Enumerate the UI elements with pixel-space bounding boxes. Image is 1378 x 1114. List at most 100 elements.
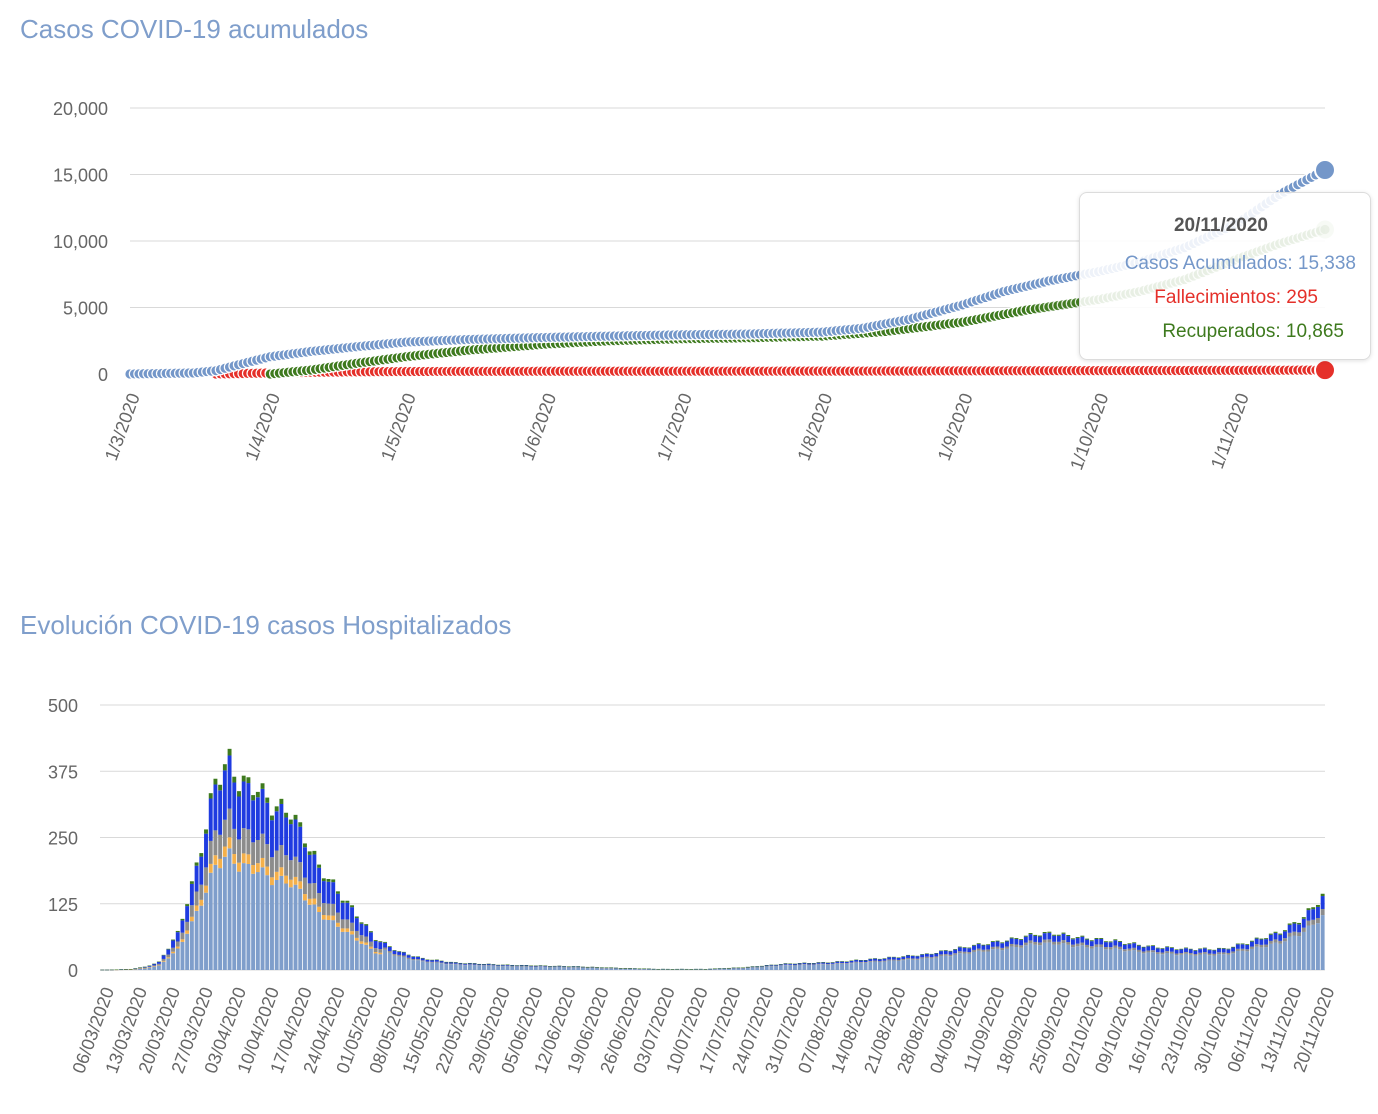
bar-segment [1297, 932, 1302, 937]
bar-segment [255, 863, 260, 873]
bar-segment [661, 968, 665, 970]
bar-segment [166, 954, 171, 958]
bar-segment [1174, 949, 1179, 950]
bar-segment [1198, 948, 1203, 950]
bar-segment [802, 964, 807, 965]
bar-segment [623, 967, 628, 969]
bar-segment [359, 943, 364, 970]
bar-segment [1023, 945, 1028, 970]
x-tick-label: 1/7/2020 [653, 391, 696, 464]
bar-segment [675, 968, 680, 970]
bar-segment [1278, 943, 1283, 970]
bar-segment [679, 969, 684, 970]
bar-segment [849, 962, 854, 964]
bar-segment [1235, 944, 1240, 949]
bar-segment [505, 966, 510, 970]
bar-segment [675, 968, 680, 970]
bar-segment [147, 967, 152, 968]
bar-segment [222, 856, 227, 970]
bar-segment [717, 968, 722, 969]
bar-segment [383, 942, 388, 948]
bar-segment [373, 939, 378, 941]
bar-segment [133, 968, 138, 970]
bar-segment [411, 956, 416, 960]
tooltip-fallecimientos: Fallecimientos: 295 [1154, 287, 1318, 308]
bar-segment [939, 950, 943, 952]
bar-segment [279, 803, 284, 846]
bar-segment [943, 950, 948, 951]
bar-segment [1000, 943, 1005, 948]
bar-segment [128, 969, 133, 970]
bar-segment [105, 969, 110, 971]
bar-segment [270, 877, 274, 886]
bar-segment [1155, 953, 1160, 970]
bar-segment [533, 965, 538, 967]
bar-segment [562, 966, 567, 968]
bar-segment [1080, 942, 1085, 946]
bar-segment [750, 967, 755, 970]
bar-segment [943, 955, 948, 970]
bar-segment [609, 968, 614, 970]
bar-segment [547, 966, 552, 968]
bar-segment [590, 966, 595, 968]
bar-segment [604, 967, 609, 969]
bar-segment [1202, 948, 1207, 953]
x-tick-label: 1/5/2020 [377, 391, 420, 464]
bar-segment [425, 961, 430, 963]
bar-segment [1042, 932, 1047, 934]
bar-segment [1155, 947, 1160, 949]
bar-segment [1042, 942, 1047, 970]
bar-segment [123, 969, 128, 970]
bar-segment [222, 764, 227, 771]
bar-segment [1103, 949, 1108, 970]
bar-segment [218, 790, 223, 835]
bar-segment [797, 964, 802, 970]
bar-segment [519, 965, 524, 966]
bar-segment [891, 959, 896, 961]
bar-segment [321, 878, 326, 882]
bar-segment [727, 968, 731, 969]
bar-segment [1221, 948, 1226, 953]
bar-segment [585, 967, 590, 970]
bar-segment [364, 925, 369, 937]
bar-segment [1080, 936, 1085, 943]
bar-segment [251, 842, 256, 866]
bar-segment [924, 956, 929, 958]
bar-segment [632, 968, 637, 970]
bar-segment [1240, 944, 1245, 949]
bar-segment [345, 931, 350, 970]
bar-segment [515, 966, 519, 967]
bar-segment [915, 955, 920, 957]
bar-segment [1259, 947, 1264, 970]
bar-segment [420, 960, 425, 962]
bar-segment [199, 856, 204, 885]
bar-segment [449, 964, 453, 970]
bar-segment [533, 966, 538, 970]
bar-segment [1061, 943, 1066, 970]
bar-segment [105, 969, 110, 971]
bar-segment [760, 966, 764, 968]
bar-segment [1264, 944, 1269, 948]
bar-segment [439, 960, 444, 962]
bar-segment [976, 948, 981, 951]
bar-segment [1023, 936, 1028, 943]
bar-segment [1127, 950, 1132, 970]
bar-segment [392, 950, 397, 951]
bar-segment [868, 958, 873, 960]
bar-segment [684, 969, 689, 970]
bar-segment [138, 968, 143, 970]
bar-segment [825, 964, 830, 965]
bar-segment [373, 951, 378, 954]
bar-segment [246, 854, 251, 864]
bar-segment [340, 928, 345, 932]
bar-segment [910, 955, 915, 957]
bar-segment [350, 934, 355, 970]
bar-segment [213, 778, 218, 785]
bar-segment [317, 864, 322, 868]
bar-segment [500, 965, 505, 967]
bar-segment [430, 961, 435, 963]
bar-segment [1000, 950, 1005, 970]
bar-segment [618, 968, 623, 969]
bar-segment [708, 968, 713, 970]
bar-segment [1301, 927, 1306, 932]
